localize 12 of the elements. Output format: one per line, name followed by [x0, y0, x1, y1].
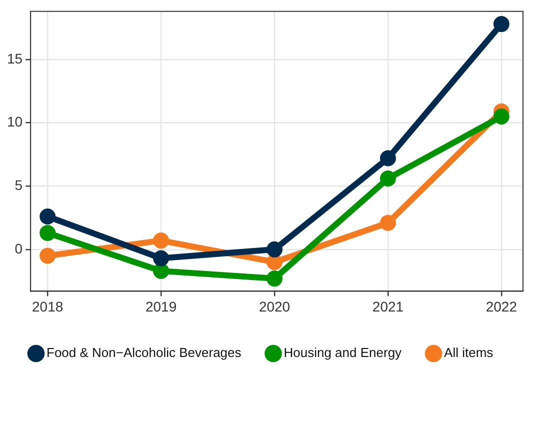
x-tick-label: 2020: [258, 298, 290, 314]
legend-label: Housing and Energy: [284, 345, 402, 360]
x-tick-label: 2021: [372, 298, 404, 314]
x-tick-label: 2019: [145, 298, 177, 314]
y-tick-label: 10: [6, 114, 23, 130]
y-tick-label: 15: [6, 50, 23, 66]
legend-label: Food & Non−Alcoholic Beverages: [46, 345, 242, 360]
legend-label: All items: [444, 345, 494, 360]
y-tick-label: 5: [14, 176, 23, 193]
x-tick-label: 2018: [32, 298, 64, 314]
x-tick-label: 2022: [486, 298, 518, 314]
y-tick-label: 0: [14, 240, 23, 256]
